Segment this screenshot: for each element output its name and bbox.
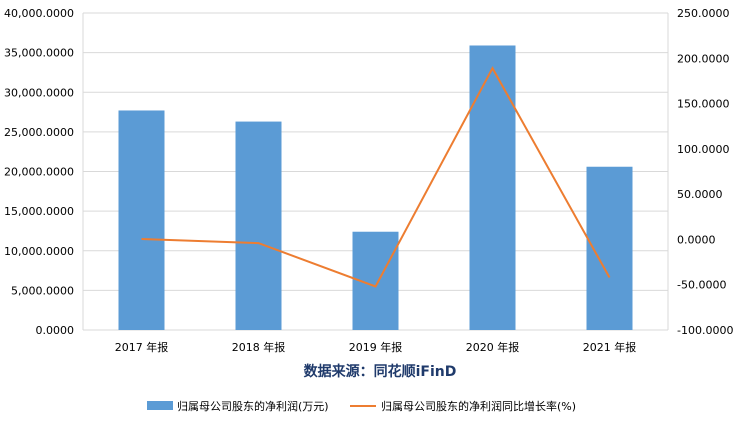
left-axis-tick-label: 10,000.0000 [4,245,74,258]
left-axis-tick-label: 25,000.0000 [4,126,74,139]
bar [469,45,516,331]
legend-label-net-profit: 归属母公司股东的净利润(万元) [177,399,329,413]
right-axis-ticks: -100.0000 -50.0000 0.0000 50.0000 100.0000 15… [677,7,733,337]
source-annotation: 数据来源：同花顺iFinD [304,363,457,380]
left-axis-ticks: 0.0000 5,000.0000 10,000.0000 15,000.0000 20… [4,7,74,337]
bar [235,121,282,330]
gridlines [82,12,669,331]
category-label: 2020 年报 [466,340,520,354]
left-axis-tick-label: 40,000.0000 [4,7,74,20]
right-axis-tick-label: 100.0000 [677,143,730,156]
category-label: 2018 年报 [232,340,286,354]
bar [118,110,165,330]
legend-label-growth-rate: 归属母公司股东的净利润同比增长率(%) [381,399,576,413]
right-axis-tick-label: 200.0000 [677,52,730,65]
left-axis-tick-label: 35,000.0000 [4,47,74,60]
category-label: 2021 年报 [583,340,637,354]
left-axis-tick-label: 0.0000 [36,324,75,337]
growth-rate-line [141,66,611,288]
right-axis-tick-label: 150.0000 [677,98,730,111]
right-axis-tick-label: 0.0000 [677,233,716,246]
left-axis-tick-label: 15,000.0000 [4,205,74,218]
legend-swatch-net-profit [147,401,173,410]
category-labels: 2017 年报 2018 年报 2019 年报 2020 年报 2021 年报 [115,340,637,354]
right-axis-tick-label: -50.0000 [677,279,726,292]
category-label: 2017 年报 [115,340,169,354]
right-axis-tick-label: 50.0000 [677,188,723,201]
legend: 归属母公司股东的净利润(万元) 归属母公司股东的净利润同比增长率(%) [147,399,576,413]
right-axis-tick-label: -100.0000 [677,324,733,337]
left-axis-tick-label: 20,000.0000 [4,166,74,179]
left-axis-tick-label: 5,000.0000 [11,284,74,297]
right-axis-tick-label: 250.0000 [677,7,730,20]
left-axis-tick-label: 30,000.0000 [4,86,74,99]
category-label: 2019 年报 [349,340,403,354]
line-series [141,66,611,288]
